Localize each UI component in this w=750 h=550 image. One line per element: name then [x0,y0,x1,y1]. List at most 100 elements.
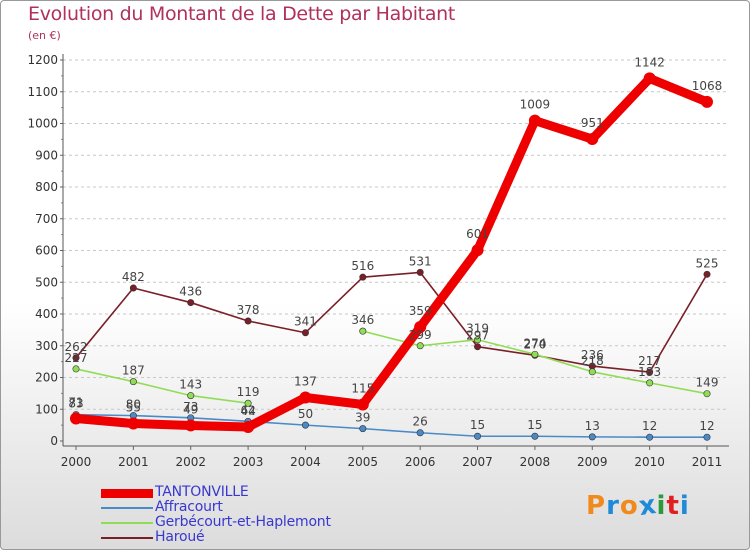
data-point [416,429,424,437]
data-label: 44 [240,404,255,418]
legend-label: Haroué [155,529,205,545]
data-label: 183 [638,365,661,379]
data-point [129,284,137,292]
data-point [414,321,427,334]
y-tick-label: 1100 [27,85,58,99]
data-label: 236 [581,348,604,362]
data-label: 83 [68,397,83,411]
data-point [646,433,654,441]
legend-label: TANTONVILLE [155,484,249,500]
data-point [474,432,482,440]
data-point [643,72,656,85]
data-label: 1009 [520,98,551,112]
legend-swatch [101,488,153,498]
data-point [416,342,424,350]
data-label: 270 [523,337,546,351]
data-label: 119 [237,385,260,399]
data-label: 39 [355,411,370,425]
data-label: 12 [642,419,657,433]
data-point [701,95,713,108]
data-label: 15 [470,418,485,432]
data-label: 319 [466,322,489,336]
y-tick-label: 400 [35,307,58,321]
data-label: 217 [638,354,661,368]
proxiti-logo: Proxiti [586,489,690,523]
data-label: 378 [237,303,260,317]
data-point [471,244,484,257]
data-point [72,365,80,373]
x-tick-label: 2011 [692,455,723,469]
data-label: 13 [585,419,600,433]
data-point [528,114,541,127]
data-label: 951 [581,116,604,130]
data-label: 115 [351,381,374,395]
data-label: 227 [65,351,88,365]
y-tick-label: 0 [50,434,58,448]
data-label: 262 [65,340,88,354]
data-point [474,336,482,344]
x-tick-label: 2005 [348,455,379,469]
data-point [531,432,539,440]
data-point [184,419,197,432]
y-tick-label: 900 [35,148,58,162]
data-label: 49 [183,402,198,416]
data-label: 525 [696,256,719,270]
legend-swatch [101,507,153,509]
x-tick-label: 2001 [118,455,149,469]
data-point [588,433,596,441]
data-point [187,299,195,307]
data-label: 149 [696,376,719,390]
y-tick-label: 300 [35,339,58,353]
series-line-harou- [75,271,708,373]
data-label: 516 [351,259,374,273]
y-tick-label: 800 [35,180,58,194]
data-label: 62 [240,403,255,417]
data-label: 482 [122,270,145,284]
data-point [244,317,252,325]
data-point [70,412,82,425]
data-label: 26 [413,415,428,429]
x-tick-label: 2002 [175,455,206,469]
chart-title: Evolution du Montant de la Dette par Hab… [28,3,456,25]
data-label: 137 [294,375,317,389]
data-point [244,399,252,407]
data-label: 80 [126,398,141,412]
chart-subtitle: (en €) [28,29,61,42]
data-label: 341 [294,315,317,329]
data-point [586,133,599,146]
data-point [703,390,711,398]
data-point [359,327,367,335]
data-point [359,425,367,433]
series-line-gerb-court-et-haplemont [75,368,249,405]
data-point [129,378,137,386]
x-tick-label: 2004 [290,455,321,469]
x-tick-label: 2007 [462,455,493,469]
data-point [416,268,424,276]
data-point [703,270,711,278]
data-label: 187 [122,364,145,378]
data-point [588,368,596,376]
y-tick-label: 600 [35,244,58,258]
data-label: 359 [409,304,432,318]
data-point [646,379,654,387]
legend-label: Gerbécourt-et-Haplemont [155,514,331,530]
y-tick-label: 500 [35,275,58,289]
y-tick-label: 100 [35,402,58,416]
data-point [359,273,367,281]
data-point [72,354,80,362]
x-tick-label: 2010 [634,455,665,469]
x-tick-label: 2003 [233,455,264,469]
data-point [356,398,369,411]
data-label: 531 [409,254,432,268]
legend-label: Affracourt [155,499,223,515]
data-label: 218 [581,354,604,368]
data-point [187,392,195,400]
data-point [301,421,309,429]
data-label: 346 [351,313,374,327]
y-tick-label: 700 [35,212,58,226]
series-line-tantonville [71,73,712,432]
x-tick-label: 2000 [61,455,92,469]
series-line-affracourt [75,413,708,438]
